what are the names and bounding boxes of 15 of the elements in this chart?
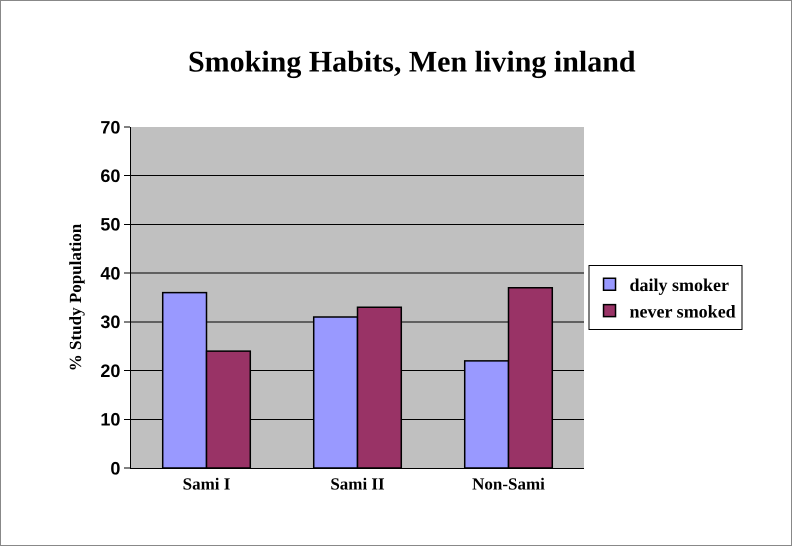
y-tick-label: 50	[100, 214, 120, 235]
x-tick-label: Sami I	[182, 474, 231, 494]
legend-label: never smoked	[630, 302, 736, 322]
y-tick-label: 30	[100, 312, 120, 332]
y-tick-label: 70	[100, 117, 120, 138]
y-tick-label: 0	[110, 458, 120, 478]
y-tick-label: 20	[100, 360, 120, 381]
chart-title: Smoking Habits, Men living inland	[188, 45, 636, 78]
x-tick-label: Sami II	[330, 474, 386, 494]
y-tick-label: 60	[100, 166, 120, 186]
y-tick-label: 10	[100, 410, 120, 430]
y-tick-label: 40	[100, 263, 120, 284]
y-axis-title: % Study Population	[66, 223, 85, 372]
legend-label: daily smoker	[630, 275, 730, 296]
x-tick-label: Non-Sami	[472, 474, 546, 494]
